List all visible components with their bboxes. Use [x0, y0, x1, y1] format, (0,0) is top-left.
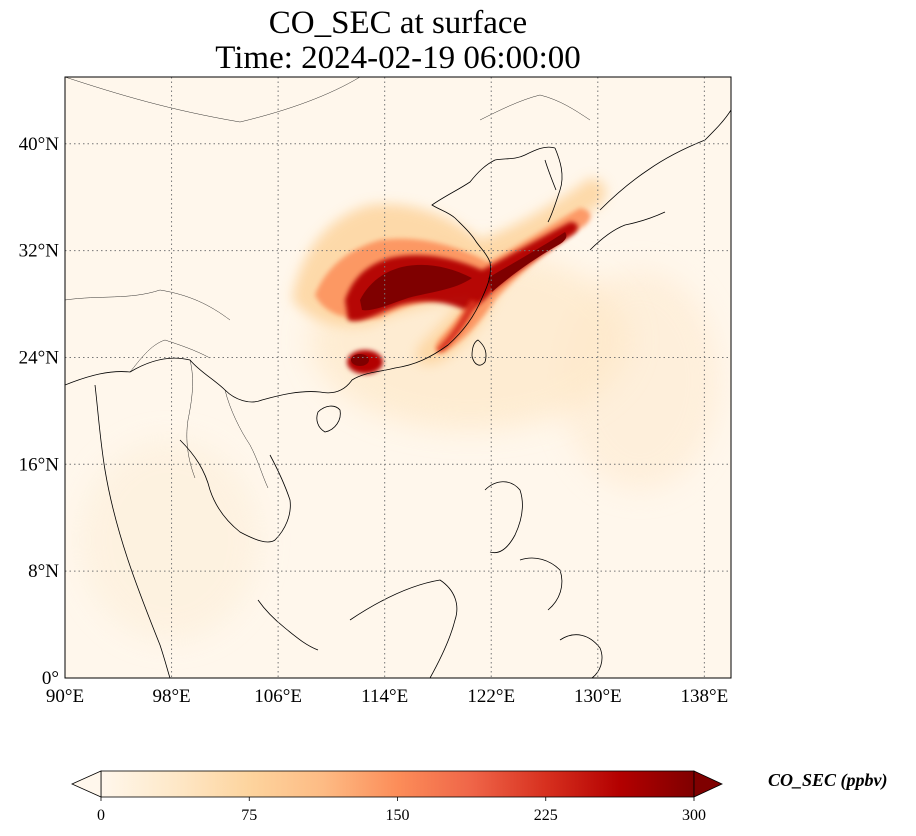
colorbar-tick-label: 75	[241, 807, 257, 824]
x-tick-label: 138°E	[681, 686, 729, 707]
colorbar-gradient	[100, 770, 695, 798]
y-tick-label: 32°N	[19, 241, 60, 262]
axis-ticks: 90°E 98°E 106°E 114°E 122°E 130°E 138°E 0° 8°N 16…	[19, 134, 729, 707]
map-title: CO_SEC at surface	[268, 5, 528, 41]
y-tick-label: 40°N	[19, 134, 60, 155]
y-tick-label: 24°N	[19, 347, 60, 368]
concentration-field	[80, 178, 720, 640]
colorbar-tick-label: 300	[682, 807, 706, 824]
y-tick-label: 16°N	[19, 454, 60, 475]
x-tick-label: 98°E	[152, 686, 190, 707]
x-tick-label: 90°E	[46, 686, 84, 707]
colorbar-tick-label: 0	[97, 807, 105, 824]
y-tick-label: 8°N	[28, 561, 59, 582]
colorbar-tick-label: 150	[386, 807, 410, 824]
y-tick-label: 0°	[42, 668, 59, 689]
x-tick-label: 122°E	[467, 686, 515, 707]
x-tick-label: 130°E	[574, 686, 622, 707]
gridlines	[65, 77, 731, 678]
x-tick-label: 114°E	[361, 686, 408, 707]
colorbar-extend-low	[71, 770, 102, 798]
x-tick-label: 106°E	[254, 686, 302, 707]
map-frame	[64, 76, 732, 679]
country-borders	[65, 77, 591, 489]
colorbar-label: CO_SEC (ppbv)	[768, 770, 888, 790]
colorbar-extend-high	[693, 770, 723, 798]
colorbar-ticks: 0 75 150 225 300	[97, 797, 706, 824]
colorbar: 0 75 150 225 300	[71, 770, 723, 824]
colorbar-tick-label: 225	[534, 807, 558, 824]
map-time: Time: 2024-02-19 06:00:00	[215, 40, 581, 76]
coastlines	[65, 109, 731, 678]
